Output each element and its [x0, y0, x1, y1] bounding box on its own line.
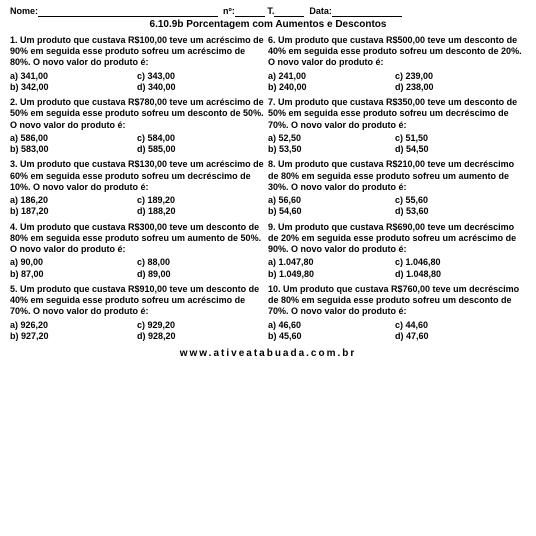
- option[interactable]: c) 189,20: [137, 195, 264, 206]
- questions-columns: 1. Um produto que custava R$100,00 teve …: [10, 35, 526, 346]
- question-text: 9. Um produto que custava R$690,00 teve …: [268, 222, 522, 256]
- option[interactable]: d) 585,00: [137, 144, 264, 155]
- option[interactable]: d) 1.048,80: [395, 269, 522, 280]
- data-blank[interactable]: [332, 16, 402, 17]
- question-text: 7. Um produto que custava R$350,00 teve …: [268, 97, 522, 131]
- option[interactable]: a) 586,00: [10, 133, 137, 144]
- option[interactable]: b) 87,00: [10, 269, 137, 280]
- options-row: a) 186,20c) 189,20b) 187,20d) 188,20: [10, 195, 264, 218]
- options-row: a) 341,00c) 343,00b) 342,00d) 340,00: [10, 71, 264, 94]
- option[interactable]: d) 89,00: [137, 269, 264, 280]
- option[interactable]: a) 90,00: [10, 257, 137, 268]
- question-text: 5. Um produto que custava R$910,00 teve …: [10, 284, 264, 318]
- options-row: a) 586,00c) 584,00b) 583,00d) 585,00: [10, 133, 264, 156]
- t-blank[interactable]: [274, 16, 304, 17]
- option[interactable]: a) 46,60: [268, 320, 395, 331]
- option[interactable]: d) 928,20: [137, 331, 264, 342]
- option[interactable]: a) 241,00: [268, 71, 395, 82]
- option[interactable]: a) 186,20: [10, 195, 137, 206]
- option[interactable]: a) 52,50: [268, 133, 395, 144]
- option[interactable]: b) 187,20: [10, 206, 137, 217]
- option[interactable]: a) 1.047,80: [268, 257, 395, 268]
- question-text: 10. Um produto que custava R$760,00 teve…: [268, 284, 522, 318]
- footer-url: www.ativeatabuada.com.br: [10, 348, 526, 361]
- question-text: 4. Um produto que custava R$300,00 teve …: [10, 222, 264, 256]
- options-row: a) 90,00c) 88,00b) 87,00d) 89,00: [10, 257, 264, 280]
- question-text: 6. Um produto que custava R$500,00 teve …: [268, 35, 522, 69]
- option[interactable]: b) 240,00: [268, 82, 395, 93]
- option[interactable]: d) 47,60: [395, 331, 522, 342]
- left-column: 1. Um produto que custava R$100,00 teve …: [10, 35, 268, 346]
- nome-blank[interactable]: [38, 16, 218, 17]
- option[interactable]: a) 926,20: [10, 320, 137, 331]
- options-row: a) 52,50c) 51,50b) 53,50d) 54,50: [268, 133, 522, 156]
- n-label: nº:: [223, 6, 235, 16]
- option[interactable]: c) 239,00: [395, 71, 522, 82]
- option[interactable]: d) 340,00: [137, 82, 264, 93]
- option[interactable]: a) 56,60: [268, 195, 395, 206]
- option[interactable]: c) 343,00: [137, 71, 264, 82]
- options-row: a) 1.047,80c) 1.046,80b) 1.049,80d) 1.04…: [268, 257, 522, 280]
- options-row: a) 46,60c) 44,60b) 45,60d) 47,60: [268, 320, 522, 343]
- option[interactable]: a) 341,00: [10, 71, 137, 82]
- question-text: 8. Um produto que custava R$210,00 teve …: [268, 159, 522, 193]
- options-row: a) 926,20c) 929,20b) 927,20d) 928,20: [10, 320, 264, 343]
- option[interactable]: b) 1.049,80: [268, 269, 395, 280]
- option[interactable]: d) 238,00: [395, 82, 522, 93]
- option[interactable]: b) 54,60: [268, 206, 395, 217]
- option[interactable]: b) 927,20: [10, 331, 137, 342]
- option[interactable]: b) 342,00: [10, 82, 137, 93]
- option[interactable]: b) 45,60: [268, 331, 395, 342]
- nome-label: Nome:: [10, 6, 38, 16]
- option[interactable]: c) 51,50: [395, 133, 522, 144]
- worksheet-title: 6.10.9b Porcentagem com Aumentos e Desco…: [10, 19, 526, 32]
- question-text: 3. Um produto que custava R$130,00 teve …: [10, 159, 264, 193]
- option[interactable]: c) 44,60: [395, 320, 522, 331]
- t-label: T.: [267, 6, 274, 16]
- header-line: Nome: nº: T. Data:: [10, 6, 526, 17]
- data-label: Data:: [309, 6, 332, 16]
- option[interactable]: b) 53,50: [268, 144, 395, 155]
- n-blank[interactable]: [235, 16, 265, 17]
- option[interactable]: d) 188,20: [137, 206, 264, 217]
- options-row: a) 56,60c) 55,60b) 54,60d) 53,60: [268, 195, 522, 218]
- question-text: 1. Um produto que custava R$100,00 teve …: [10, 35, 264, 69]
- right-column: 6. Um produto que custava R$500,00 teve …: [268, 35, 526, 346]
- question-text: 2. Um produto que custava R$780,00 teve …: [10, 97, 264, 131]
- option[interactable]: c) 584,00: [137, 133, 264, 144]
- options-row: a) 241,00c) 239,00b) 240,00d) 238,00: [268, 71, 522, 94]
- option[interactable]: c) 1.046,80: [395, 257, 522, 268]
- option[interactable]: c) 929,20: [137, 320, 264, 331]
- option[interactable]: b) 583,00: [10, 144, 137, 155]
- option[interactable]: c) 88,00: [137, 257, 264, 268]
- option[interactable]: d) 53,60: [395, 206, 522, 217]
- option[interactable]: d) 54,50: [395, 144, 522, 155]
- option[interactable]: c) 55,60: [395, 195, 522, 206]
